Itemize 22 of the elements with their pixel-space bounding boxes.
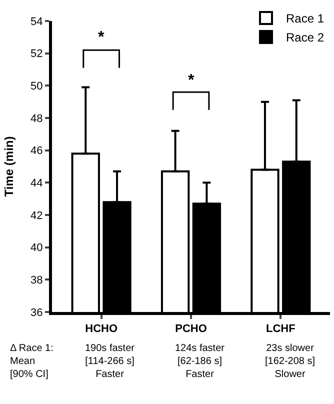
y-tick-label: 36 bbox=[30, 306, 43, 319]
y-tick-label: 46 bbox=[30, 145, 43, 158]
legend-label: Race 1 bbox=[286, 12, 324, 26]
y-tick-label: 54 bbox=[30, 16, 43, 28]
y-tick-label: 52 bbox=[30, 48, 43, 60]
text: 124s faster [62-186 s] Faster bbox=[175, 343, 226, 380]
y-tick-label: 40 bbox=[30, 242, 43, 254]
y-axis-title: Time (min) bbox=[2, 136, 16, 197]
x-tick-label: LCHF bbox=[266, 323, 296, 336]
y-tick-label: 44 bbox=[30, 178, 43, 190]
y-tick-label: 42 bbox=[30, 210, 43, 222]
annotation: * bbox=[98, 29, 105, 46]
y-tick-label: 48 bbox=[30, 112, 43, 125]
y-tick-label: 38 bbox=[30, 274, 43, 287]
annotation: * bbox=[188, 72, 195, 89]
text: 23s slower [162-208 s] Slower bbox=[265, 343, 316, 380]
x-tick-label: HCHO bbox=[85, 323, 118, 336]
legend-label: Race 2 bbox=[286, 30, 324, 45]
text: 190s faster [114-266 s] Faster bbox=[85, 343, 136, 380]
x-tick-label: PCHO bbox=[175, 323, 208, 336]
text: Δ Race 1: Mean [90% CI] bbox=[10, 343, 54, 380]
y-tick-label: 50 bbox=[30, 80, 43, 93]
